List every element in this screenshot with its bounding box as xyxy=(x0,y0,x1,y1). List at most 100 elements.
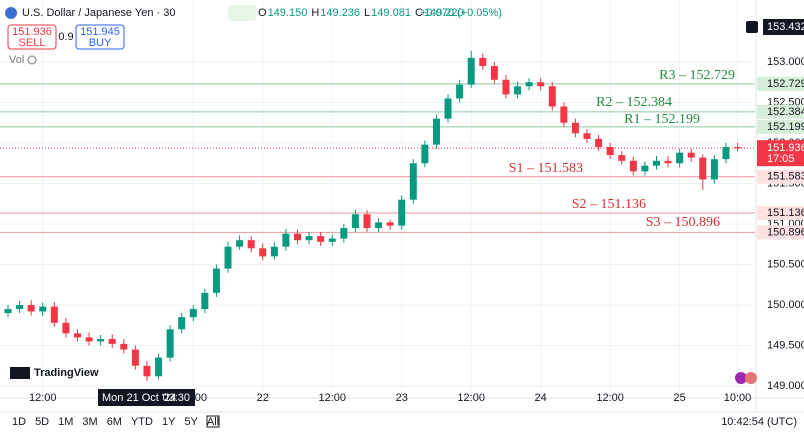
level-label: S1 – 151.583 xyxy=(509,161,583,176)
buy-button[interactable] xyxy=(75,24,125,50)
date-range-icon[interactable] xyxy=(206,415,220,428)
candle-body xyxy=(351,214,359,229)
candle-body xyxy=(85,337,93,342)
candle-body xyxy=(456,84,464,99)
candle-body xyxy=(467,57,475,85)
buy-label[interactable]: BUY xyxy=(89,37,112,49)
crosshair-time-box xyxy=(98,389,195,406)
crosshair-date: Mon 21 Oct '24 xyxy=(102,392,176,404)
candle-body xyxy=(560,106,568,123)
candle-body xyxy=(236,240,244,247)
candle-body xyxy=(16,305,24,310)
logo-icon xyxy=(10,367,30,379)
candle-body xyxy=(409,163,417,200)
level-label: S2 – 151.136 xyxy=(572,197,646,212)
level-tag-text: 152.729 xyxy=(767,78,804,90)
candle-body xyxy=(386,222,394,226)
range-button[interactable]: 3M xyxy=(82,416,97,428)
candle-body xyxy=(514,86,522,95)
x-tick-label: 10:00 xyxy=(724,392,752,404)
candle-body xyxy=(166,329,174,358)
candle-body xyxy=(734,147,742,149)
symbol: U.S. Dollar / Japanese Yen · 30 xyxy=(22,7,175,19)
range-button[interactable]: All xyxy=(207,416,219,428)
y-tick-label: 150.000 xyxy=(767,299,804,311)
range-button[interactable]: 1D xyxy=(12,416,26,428)
candle-body xyxy=(294,233,301,241)
sell-label[interactable]: SELL xyxy=(19,37,46,49)
last-price-tag xyxy=(757,140,804,167)
ohlc-value: 149.081 xyxy=(371,7,411,19)
toolbar: 10:42:54 (UTC) 1D 5D 1M 3M 6M YTD 1Y 5Y All xyxy=(12,415,797,428)
buy-price[interactable]: 151.945 xyxy=(80,26,120,38)
level-tag xyxy=(757,205,804,220)
indicator-button[interactable] xyxy=(228,5,256,21)
visibility-icon[interactable] xyxy=(27,55,37,65)
candle-body xyxy=(97,339,105,342)
ohlc-key: L xyxy=(364,7,370,19)
flag-icon xyxy=(5,7,17,19)
level-tag-text: 152.199 xyxy=(767,121,804,133)
ohlc-value: 149.150 xyxy=(268,7,308,19)
candle-body xyxy=(50,306,58,323)
sell-price[interactable]: 151.936 xyxy=(12,26,52,38)
candle-body xyxy=(618,155,626,161)
level-tag-text: 151.136 xyxy=(767,207,804,219)
ohlc-key: H xyxy=(311,7,319,19)
candle-body xyxy=(120,343,128,350)
range-button[interactable]: YTD xyxy=(131,416,153,428)
candle-body xyxy=(629,160,637,172)
logo-text: TradingView xyxy=(34,367,99,379)
candle-body xyxy=(502,79,510,95)
candle-body xyxy=(398,199,406,226)
candle-body xyxy=(687,152,695,158)
candle-body xyxy=(676,152,684,164)
volume-label: Vol xyxy=(9,54,24,66)
candle-body xyxy=(595,138,603,148)
level-tag xyxy=(757,169,804,184)
crosshair-price-box xyxy=(763,18,804,35)
x-tick-label: 12:00 xyxy=(29,392,57,404)
candle-body xyxy=(27,305,35,312)
countdown: 17:05 xyxy=(767,153,795,165)
sell-button[interactable] xyxy=(7,24,57,50)
change: +0.070 (+0.05%) xyxy=(420,7,502,19)
candle-body xyxy=(490,66,498,80)
x-tick-label: 23 xyxy=(396,392,408,404)
candle-body xyxy=(340,228,348,239)
candle-body xyxy=(39,306,47,312)
range-button[interactable]: 5D xyxy=(35,416,49,428)
level-tag xyxy=(757,119,804,134)
range-button[interactable]: 1Y xyxy=(162,416,176,428)
level-label: R2 – 152.384 xyxy=(596,95,672,110)
range-button[interactable]: 6M xyxy=(107,416,122,428)
ohlc-key: C xyxy=(415,7,423,19)
range-button[interactable]: 1M xyxy=(58,416,73,428)
candle-body xyxy=(606,147,614,156)
candle-body xyxy=(189,309,197,318)
event-icon[interactable] xyxy=(735,372,747,384)
ohlc-value: 149.236 xyxy=(320,7,360,19)
x-tick-label: 25 xyxy=(674,392,686,404)
level-tag xyxy=(757,104,804,119)
price-tags: 152.729 152.384 152.199 151.583 151.136 150.8… xyxy=(746,18,804,240)
x-tick-label: 22 xyxy=(257,392,269,404)
y-tick-label: 149.000 xyxy=(767,380,804,392)
logo: TradingView xyxy=(10,367,99,379)
range-button[interactable]: 5Y xyxy=(184,416,198,428)
level-tag xyxy=(757,76,804,91)
ohlc: O 149.150 H 149.236 L 149.081 C 149.220 xyxy=(258,7,464,19)
event-icon[interactable] xyxy=(745,372,757,384)
grid xyxy=(0,0,755,398)
candle-body xyxy=(444,98,452,119)
y-tick-label: 149.500 xyxy=(767,339,804,351)
candle-body xyxy=(259,248,267,257)
candle-body xyxy=(583,133,591,139)
level-tag-text: 150.896 xyxy=(767,226,804,238)
candle-body xyxy=(537,82,545,87)
candle-body xyxy=(525,82,533,87)
candle-body xyxy=(548,86,556,107)
clock: 10:42:54 (UTC) xyxy=(721,416,797,428)
add-button[interactable] xyxy=(746,20,758,33)
